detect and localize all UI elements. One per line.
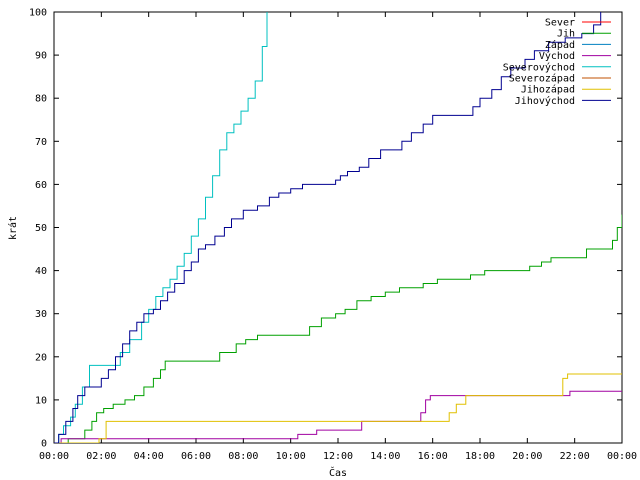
y-tick-label: 10 [35,395,47,406]
x-axis-label: Čas [329,466,347,479]
x-tick-label: 18:00 [465,451,495,462]
y-axis: 0 10 20 30 40 50 60 70 80 90 100 [29,8,622,450]
legend-label: Severovýchod [503,61,575,73]
y-tick-label: 70 [35,137,47,148]
series-line-1 [54,214,622,443]
legend-label: Sever [545,18,575,29]
x-tick-label: 08:00 [228,451,258,462]
x-tick-label: 12:00 [323,451,353,462]
y-tick-label: 20 [35,352,47,363]
y-tick-label: 100 [29,8,47,19]
x-tick-label: 22:00 [560,451,590,462]
legend-label: Východ [539,50,575,62]
x-tick-label: 16:00 [418,451,448,462]
y-tick-label: 30 [35,309,47,320]
x-tick-label: 00:00 [607,451,637,462]
y-tick-label: 60 [35,180,47,191]
x-tick-label: 00:00 [39,451,69,462]
legend: SeverJihZápadVýchodSeverovýchodSeverozáp… [503,18,611,107]
y-tick-label: 40 [35,266,47,277]
x-tick-label: 06:00 [181,451,211,462]
legend-label: Západ [545,39,575,51]
y-tick-label: 80 [35,94,47,105]
legend-label: Jih [557,29,575,40]
series-line-4 [54,12,268,443]
y-tick-label: 0 [41,439,47,450]
x-tick-label: 14:00 [370,451,400,462]
x-tick-label: 20:00 [512,451,542,462]
legend-label: Jihovýchod [515,95,575,107]
series-layer [54,12,622,443]
x-axis: 00:00 02:00 04:00 06:00 08:00 10:00 12:00 14:00… [39,12,637,462]
x-tick-label: 02:00 [86,451,116,462]
x-tick-label: 10:00 [276,451,306,462]
series-line-3 [54,390,622,443]
legend-label: Severozápad [509,73,575,85]
y-axis-label: krát [7,216,19,240]
y-tick-label: 50 [35,223,47,234]
legend-label: Jihozápad [521,84,575,96]
x-tick-label: 04:00 [134,451,164,462]
series-line-7 [54,12,602,443]
series-line-6 [54,373,622,443]
y-tick-label: 90 [35,51,47,62]
